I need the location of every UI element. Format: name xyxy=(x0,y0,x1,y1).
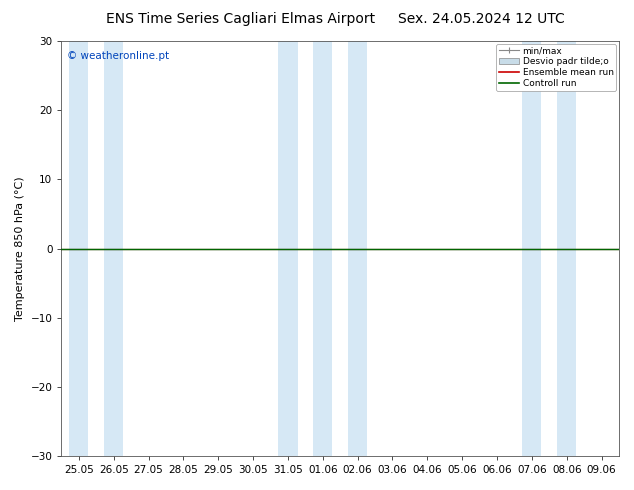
Legend: min/max, Desvio padr tilde;o, Ensemble mean run, Controll run: min/max, Desvio padr tilde;o, Ensemble m… xyxy=(496,44,616,91)
Bar xyxy=(348,41,367,456)
Bar xyxy=(278,41,297,456)
Bar xyxy=(522,41,541,456)
Bar xyxy=(557,41,576,456)
Bar xyxy=(313,41,332,456)
Y-axis label: Temperature 850 hPa (°C): Temperature 850 hPa (°C) xyxy=(15,176,25,321)
Text: ENS Time Series Cagliari Elmas Airport: ENS Time Series Cagliari Elmas Airport xyxy=(107,12,375,26)
Text: Sex. 24.05.2024 12 UTC: Sex. 24.05.2024 12 UTC xyxy=(398,12,566,26)
Text: © weatheronline.pt: © weatheronline.pt xyxy=(67,51,169,61)
Bar xyxy=(104,41,123,456)
Bar xyxy=(69,41,89,456)
